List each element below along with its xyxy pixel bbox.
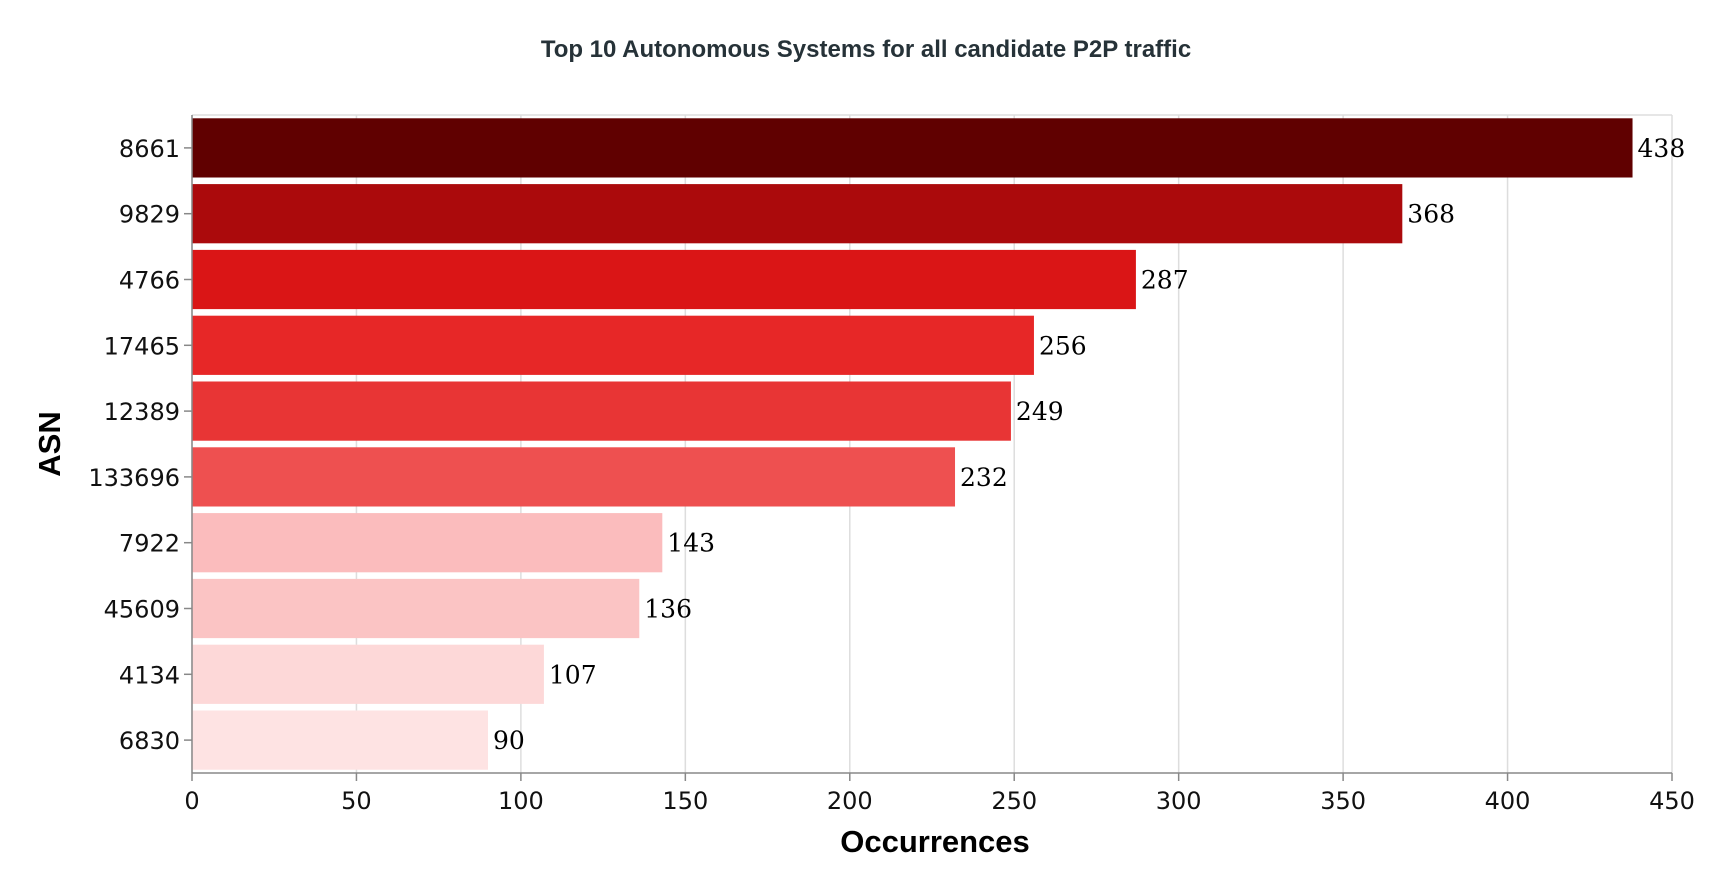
bar: [192, 710, 488, 770]
y-tick-label: 17465: [104, 332, 180, 360]
bar: [192, 249, 1136, 310]
bar: [192, 381, 1011, 441]
x-tick-label: 450: [1649, 787, 1695, 815]
y-tick-label: 9829: [119, 201, 180, 229]
bar: [192, 578, 640, 639]
y-tick-label: 133696: [88, 464, 180, 492]
data-label: 368: [1407, 200, 1455, 229]
bar: [192, 118, 1633, 178]
y-tick-label: 6830: [119, 727, 180, 755]
y-tick-label: 12389: [104, 398, 180, 426]
data-label: 232: [960, 463, 1008, 492]
x-tick-label: 150: [662, 787, 708, 815]
y-axis-title: ASN: [32, 411, 67, 476]
x-axis-title: Occurrences: [840, 824, 1030, 859]
data-label: 136: [644, 595, 692, 624]
y-tick-label: 8661: [119, 135, 180, 163]
x-tick-label: 250: [991, 787, 1037, 815]
bar: [192, 315, 1034, 375]
y-tick-label: 7922: [119, 530, 180, 558]
bars: [192, 118, 1633, 770]
bar: [192, 184, 1403, 244]
bar: [192, 644, 544, 704]
data-label: 90: [493, 726, 525, 755]
data-label: 256: [1039, 331, 1087, 360]
bar: [192, 513, 663, 573]
data-label: 438: [1638, 134, 1686, 163]
y-tick-label: 4766: [119, 267, 180, 295]
x-tick-label: 350: [1320, 787, 1366, 815]
x-tick-label: 400: [1485, 787, 1531, 815]
bar: [192, 447, 956, 507]
x-tick-label: 50: [341, 787, 372, 815]
x-tick-label: 200: [827, 787, 873, 815]
x-tick-label: 100: [498, 787, 544, 815]
chart-title: Top 10 Autonomous Systems for all candid…: [541, 36, 1191, 63]
y-tick-label: 4134: [119, 661, 180, 689]
axes: 0 50 100 150 200 250 300 350 400 450 8661 9829 4766 1…: [88, 115, 1695, 815]
data-label: 107: [549, 660, 597, 689]
data-label: 143: [667, 529, 715, 558]
data-label: 249: [1016, 397, 1064, 426]
data-labels: 438 368 287 256 249 232 143 136 107 90: [493, 134, 1685, 755]
x-tick-label: 300: [1156, 787, 1202, 815]
x-tick-label: 0: [184, 787, 199, 815]
data-label: 287: [1141, 266, 1189, 295]
y-tick-label: 45609: [104, 596, 180, 624]
